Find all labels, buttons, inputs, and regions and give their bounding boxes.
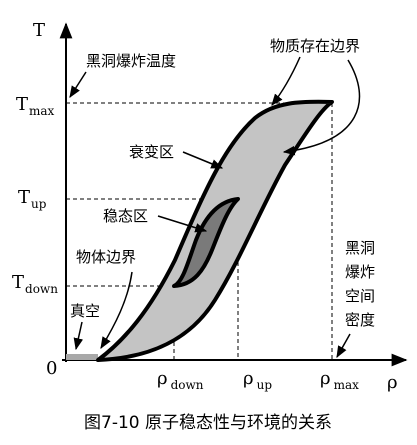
stable-zone-arrow: [157, 215, 208, 233]
vacuum-arrow: [73, 321, 84, 351]
stable-zone-label: 稳态区: [103, 207, 148, 225]
x-tick-sub: down: [171, 378, 204, 392]
density-line-2: 爆炸: [345, 263, 375, 281]
x-tick-rho-down: ρ down: [157, 368, 204, 392]
y-tick-t-down: Tdown: [12, 272, 58, 296]
x-tick-base: ρ: [157, 368, 168, 389]
y-tick-base: T: [12, 272, 24, 293]
vacuum-label: 真空: [70, 302, 100, 320]
svg-text:Tup: Tup: [18, 187, 47, 211]
y-tick-sub: max: [29, 104, 55, 118]
x-tick-base: ρ: [243, 368, 254, 389]
black-hole-density-arrow: [336, 333, 351, 359]
black-hole-density-label: 黑洞 爆炸 空间 密度: [345, 239, 375, 329]
x-tick-base: ρ: [320, 368, 331, 389]
y-axis-title: T: [33, 20, 45, 41]
origin-label: 0: [46, 358, 57, 379]
x-tick-sub: max: [334, 378, 360, 392]
density-line-1: 黑洞: [345, 239, 375, 257]
decay-zone-label: 衰变区: [129, 143, 174, 161]
x-axis-title: ρ: [387, 372, 398, 393]
black-hole-temp-label: 黑洞爆炸温度: [86, 52, 176, 70]
y-tick-t-up: Tup: [18, 187, 47, 211]
y-tick-base: T: [16, 94, 28, 115]
vacuum-region: [66, 354, 98, 360]
svg-text:Tmax: Tmax: [16, 94, 55, 118]
decay-zone-arrow: [182, 151, 224, 169]
y-tick-t-max: Tmax: [16, 94, 55, 118]
matter-boundary-label: 物质存在边界: [270, 37, 360, 55]
object-boundary-arrow: [100, 271, 133, 350]
x-tick-rho-max: ρ max: [320, 368, 359, 392]
object-boundary-label: 物体边界: [76, 248, 136, 266]
y-tick-sub: down: [25, 282, 58, 296]
y-tick-sub: up: [31, 197, 47, 211]
density-line-3: 空间: [345, 287, 375, 305]
y-tick-base: T: [18, 187, 30, 208]
density-line-4: 密度: [345, 311, 375, 329]
black-hole-temp-arrow: [69, 71, 87, 99]
svg-text:ρup: ρ up: [243, 368, 272, 392]
matter-boundary-arrow-upper: [271, 56, 301, 106]
figure-caption: 图7-10 原子稳态性与环境的关系: [84, 413, 332, 433]
stable-region: [172, 197, 240, 288]
svg-text:Tdown: Tdown: [12, 272, 58, 296]
matter-boundary-arrow-lower: [282, 59, 361, 156]
x-tick-rho-up: ρ up: [243, 368, 272, 392]
x-tick-sub: up: [257, 378, 273, 392]
